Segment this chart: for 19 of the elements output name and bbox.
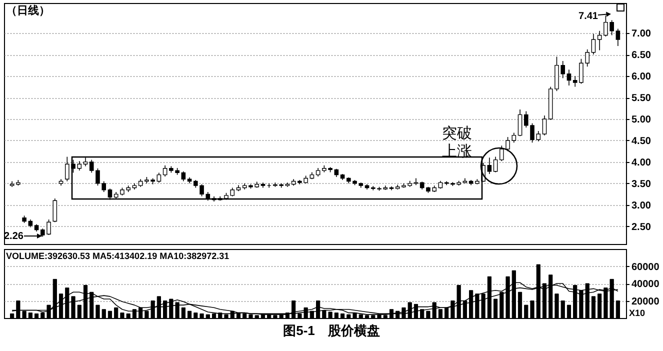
y-tick-label: 6.50 bbox=[632, 50, 652, 62]
y-tick-label: 5.50 bbox=[632, 93, 652, 104]
y-tick-label: 5.00 bbox=[632, 114, 652, 126]
annotation: VOLUME:392630.53 MA5:413402.19 MA10:382972.31 bbox=[6, 251, 230, 261]
y-tick-label: 4.50 bbox=[632, 136, 652, 147]
chart-title: （日线） bbox=[6, 4, 50, 17]
y-tick-label: 7.00 bbox=[632, 28, 652, 40]
caption: 图5-1 股价横盘 bbox=[282, 322, 381, 340]
y-tick-label: 3.50 bbox=[632, 178, 652, 190]
y-tick-label: 2.50 bbox=[632, 222, 652, 233]
annotation: 7.41 bbox=[578, 11, 598, 22]
y-tick-label: 40000 bbox=[632, 279, 660, 290]
y-tick-label: 60000 bbox=[632, 262, 660, 273]
y-tick-label: 6.00 bbox=[632, 72, 652, 83]
text: X10 bbox=[629, 308, 646, 318]
annotation: 2.26 bbox=[4, 231, 24, 242]
y-tick-label: 3.00 bbox=[632, 200, 652, 212]
y-tick-label: 20000 bbox=[632, 296, 660, 308]
y-tick-label: 4.00 bbox=[632, 157, 652, 168]
